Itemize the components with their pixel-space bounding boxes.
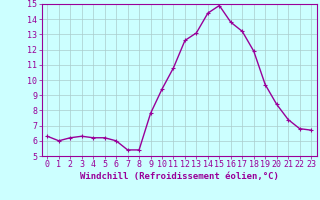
X-axis label: Windchill (Refroidissement éolien,°C): Windchill (Refroidissement éolien,°C) (80, 172, 279, 181)
